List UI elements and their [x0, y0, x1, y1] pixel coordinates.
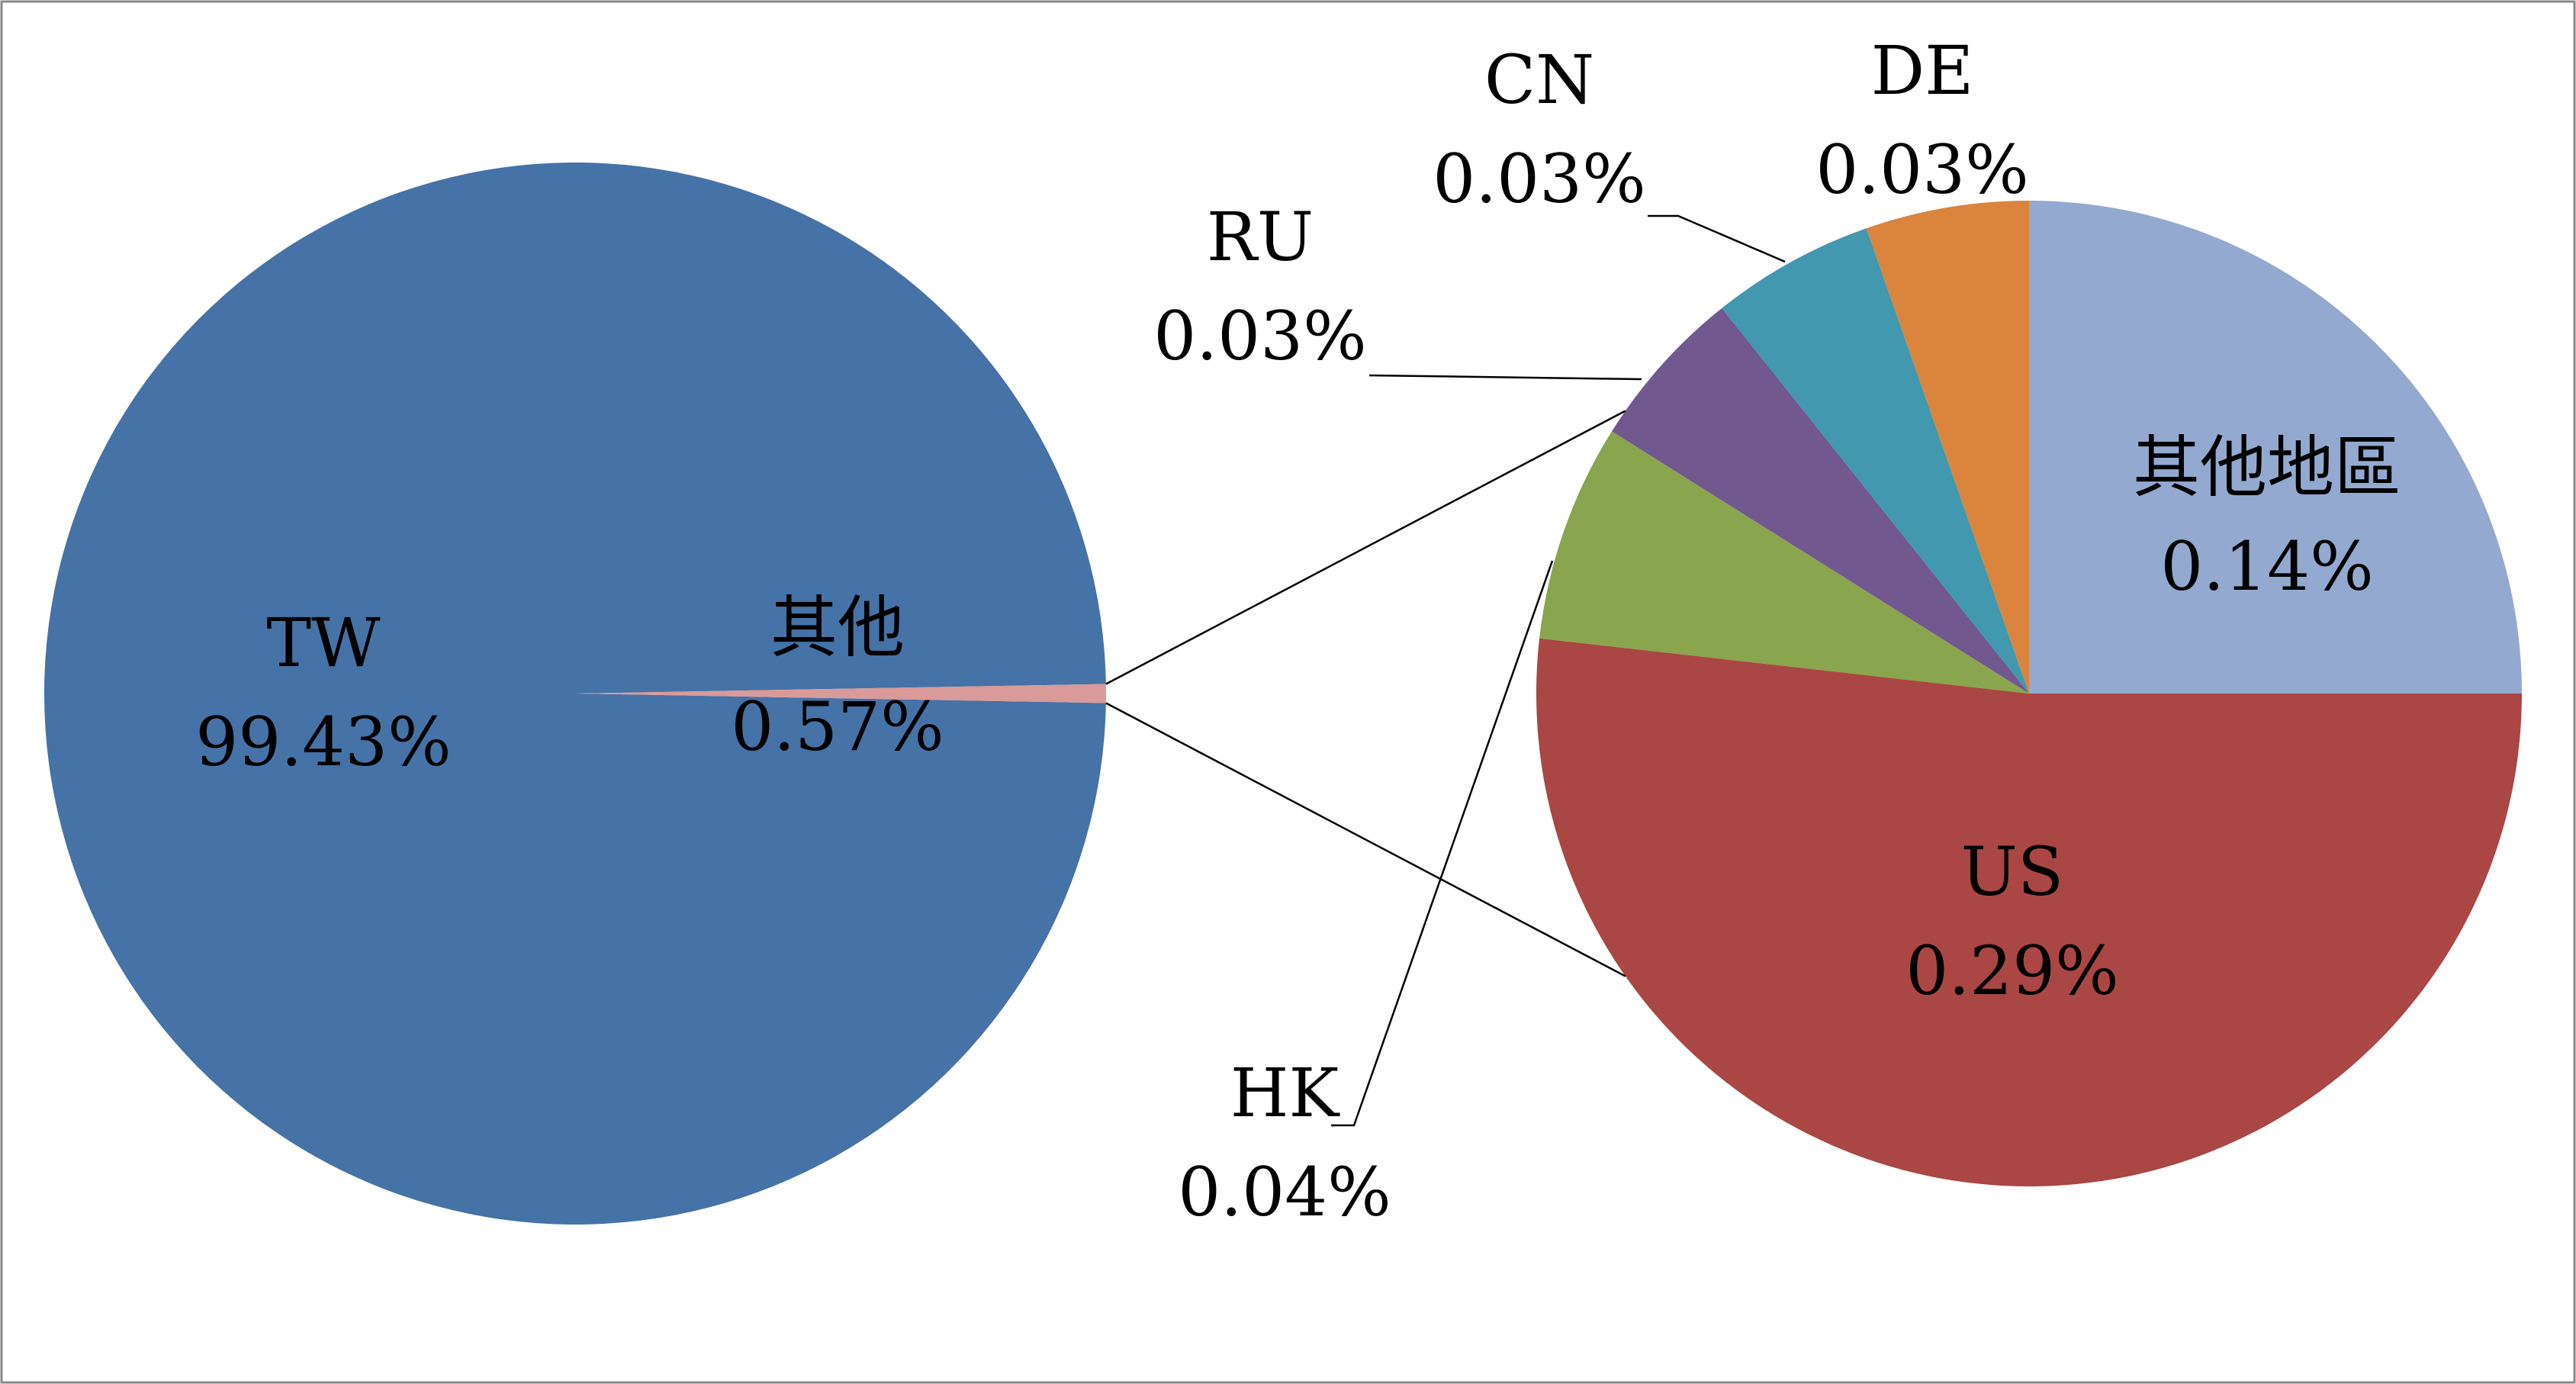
slice-label: TW — [266, 603, 381, 682]
pie-slice — [1612, 307, 2029, 694]
pie-slice — [43, 163, 1106, 1225]
leader-line — [1368, 374, 1642, 381]
connector-line — [1105, 702, 1626, 977]
slice-label: DE — [1871, 31, 1974, 110]
value-label: 0.03% — [1815, 130, 2029, 209]
connector-line — [1105, 410, 1626, 685]
value-label: 0.03% — [1433, 140, 1646, 218]
value-label: 0.14% — [2160, 527, 2374, 606]
pie-slice — [1722, 228, 2029, 694]
pie-slice — [575, 684, 1106, 703]
slice-label: HK — [1230, 1054, 1341, 1132]
leader-line — [1648, 214, 1786, 263]
value-label: 0.03% — [1153, 297, 1367, 375]
pie-slice — [1539, 431, 2029, 694]
pie-slice — [1536, 638, 2522, 1187]
slice-label: 其他 — [770, 588, 905, 667]
slice-label: CN — [1484, 40, 1594, 119]
slice-label: US — [1961, 832, 2063, 911]
value-label: 0.29% — [1905, 932, 2119, 1010]
slice-label: 其他地區 — [2133, 428, 2401, 507]
slice-label: RU — [1207, 198, 1314, 276]
value-label: 0.04% — [1178, 1153, 1391, 1231]
pie-slice — [1866, 201, 2029, 694]
value-label: 99.43% — [195, 703, 452, 781]
pie-slice — [2029, 201, 2522, 694]
value-label: 0.57% — [731, 687, 944, 766]
leader-line — [1331, 560, 1554, 1127]
